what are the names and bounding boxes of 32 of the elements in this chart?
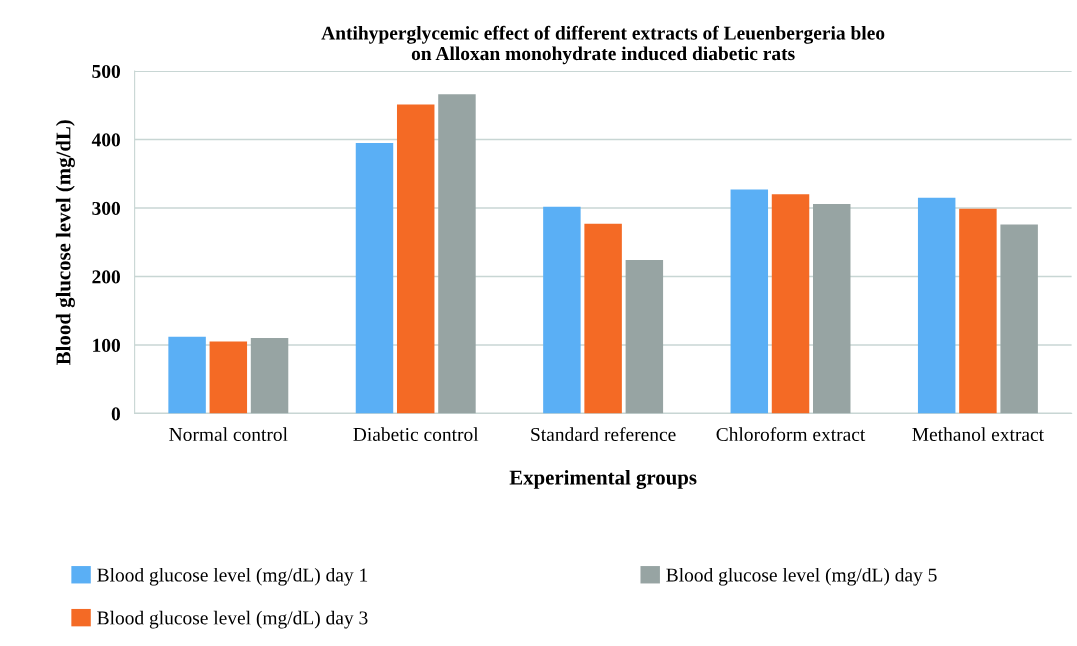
x-tick-label: Diabetic control — [353, 427, 479, 442]
bar — [168, 336, 206, 414]
y-tick-label: 300 — [92, 201, 120, 215]
x-tick-label: Chloroform extract — [716, 427, 866, 442]
bar — [959, 208, 997, 414]
x-tick-label: Normal control — [169, 427, 288, 442]
y-axis-title: Blood glucose level (mg/dL) — [55, 120, 75, 365]
bar — [584, 223, 622, 414]
bar — [209, 341, 248, 414]
bar — [250, 338, 289, 414]
bar — [543, 206, 581, 414]
bar — [813, 203, 851, 414]
y-tick-label: 0 — [111, 407, 120, 421]
x-axis-title: Experimental groups — [509, 469, 697, 490]
bar — [355, 142, 394, 414]
legend-label: Blood glucose level (mg/dL) day 1 — [97, 567, 368, 586]
y-tick-label: 200 — [92, 270, 120, 284]
bar — [396, 104, 435, 414]
y-tick-label: 400 — [91, 133, 120, 147]
y-tick-label: 100 — [93, 338, 120, 352]
chart-title: Antihyperglycemic effect of different extracts of Leuenbergeria bleo on Alloxan monohydrate induced diabetic rats — [321, 25, 885, 65]
bar — [1000, 224, 1038, 414]
legend-label: Blood glucose level (mg/dL) day 5 — [666, 567, 937, 586]
bar — [625, 260, 664, 414]
bar — [771, 194, 810, 414]
x-tick-label: Methanol extract — [912, 427, 1044, 442]
bar — [730, 189, 769, 414]
bar — [438, 94, 476, 414]
bar — [917, 197, 956, 414]
x-tick-label: Standard reference — [531, 427, 676, 442]
y-tick-label: 500 — [92, 64, 120, 78]
legend-label: Blood glucose level (mg/dL) day 3 — [97, 610, 368, 629]
